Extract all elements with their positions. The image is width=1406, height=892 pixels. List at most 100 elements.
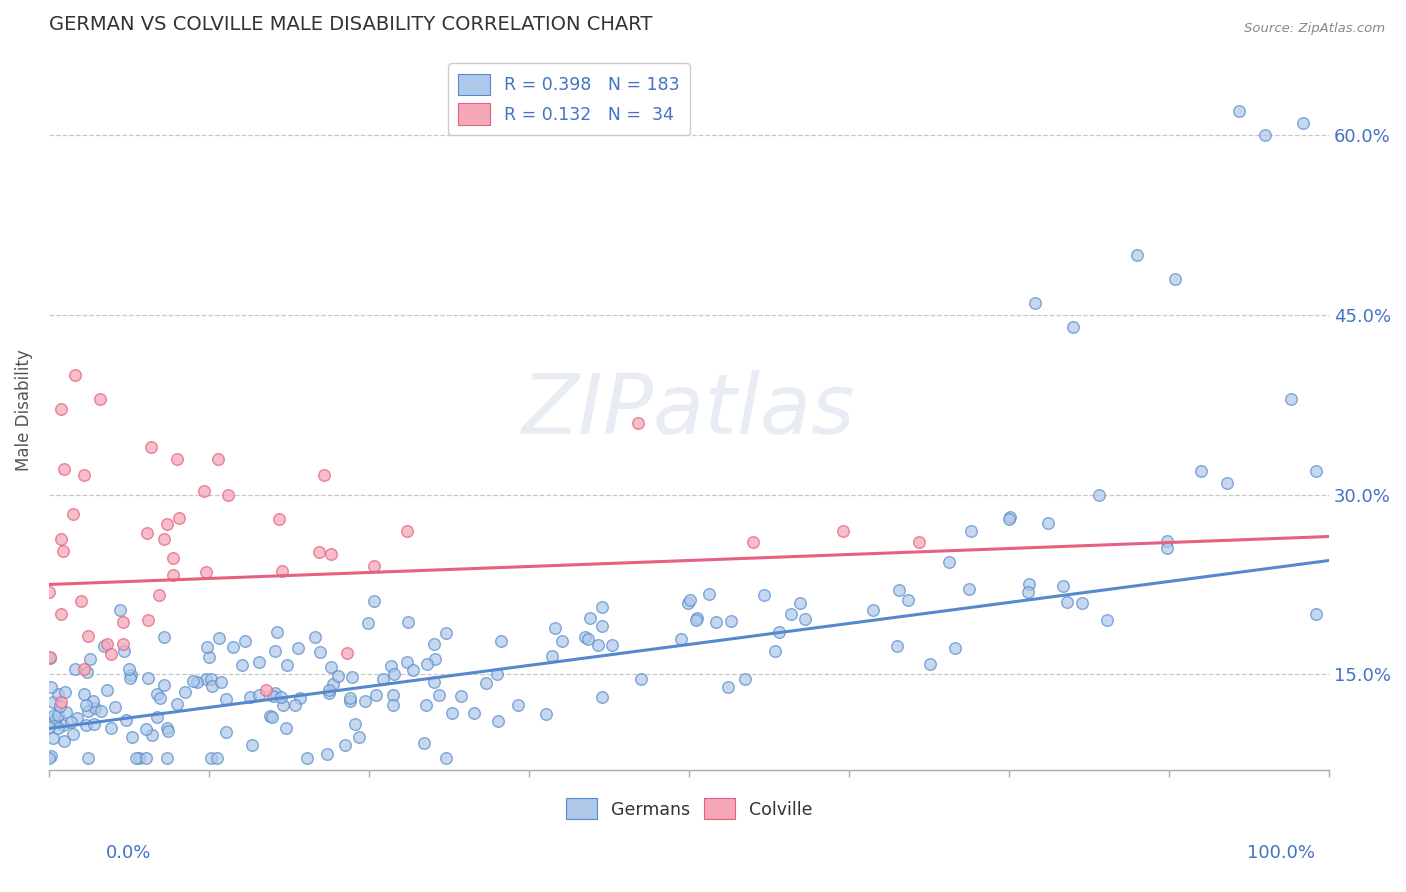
Point bbox=[166, 698, 188, 712]
Text: Source: ZipAtlas.com: Source: ZipAtlas.com bbox=[1244, 22, 1385, 36]
Point bbox=[427, 688, 450, 702]
Point bbox=[263, 644, 285, 658]
Point bbox=[402, 663, 425, 677]
Point bbox=[118, 671, 141, 685]
Point bbox=[270, 690, 292, 704]
Point bbox=[124, 751, 146, 765]
Point bbox=[474, 675, 496, 690]
Point bbox=[544, 621, 567, 635]
Point bbox=[288, 690, 311, 705]
Point bbox=[1095, 613, 1118, 627]
Point bbox=[574, 630, 596, 644]
Point bbox=[42, 731, 65, 745]
Point bbox=[153, 630, 176, 644]
Point bbox=[39, 749, 62, 764]
Point bbox=[506, 698, 529, 712]
Point bbox=[591, 618, 613, 632]
Point bbox=[1056, 595, 1078, 609]
Point bbox=[39, 649, 62, 664]
Point bbox=[262, 710, 284, 724]
Point bbox=[247, 655, 270, 669]
Point bbox=[121, 730, 143, 744]
Point bbox=[697, 587, 720, 601]
Point bbox=[679, 593, 702, 607]
Point bbox=[52, 544, 75, 558]
Point bbox=[1305, 607, 1327, 622]
Point bbox=[763, 644, 786, 658]
Point bbox=[49, 607, 72, 621]
Point bbox=[318, 686, 340, 700]
Point bbox=[141, 728, 163, 742]
Point bbox=[38, 585, 60, 599]
Point bbox=[752, 588, 775, 602]
Y-axis label: Male Disability: Male Disability bbox=[15, 350, 32, 472]
Point bbox=[536, 706, 558, 721]
Point bbox=[136, 613, 159, 627]
Point bbox=[1126, 248, 1149, 262]
Point bbox=[630, 673, 652, 687]
Point bbox=[485, 666, 508, 681]
Point bbox=[413, 736, 436, 750]
Point bbox=[274, 721, 297, 735]
Point bbox=[450, 690, 472, 704]
Point bbox=[284, 698, 307, 713]
Point bbox=[207, 631, 229, 645]
Point bbox=[46, 722, 69, 736]
Point bbox=[669, 632, 692, 647]
Point bbox=[321, 660, 343, 674]
Point bbox=[77, 705, 100, 719]
Point bbox=[201, 679, 224, 693]
Point bbox=[1062, 319, 1084, 334]
Point bbox=[1254, 128, 1277, 142]
Point bbox=[489, 634, 512, 648]
Point bbox=[49, 699, 72, 714]
Point bbox=[93, 640, 115, 654]
Point bbox=[146, 710, 169, 724]
Point bbox=[264, 686, 287, 700]
Point bbox=[42, 695, 65, 709]
Point bbox=[319, 548, 342, 562]
Point bbox=[1229, 103, 1251, 118]
Point bbox=[1052, 579, 1074, 593]
Point bbox=[908, 535, 931, 549]
Point bbox=[77, 751, 100, 765]
Point bbox=[135, 751, 157, 765]
Point bbox=[100, 647, 122, 661]
Point bbox=[141, 440, 163, 454]
Point bbox=[96, 683, 118, 698]
Point bbox=[254, 683, 277, 698]
Point bbox=[342, 670, 364, 684]
Point bbox=[959, 524, 981, 538]
Text: GERMAN VS COLVILLE MALE DISABILITY CORRELATION CHART: GERMAN VS COLVILLE MALE DISABILITY CORRE… bbox=[49, 15, 652, 34]
Point bbox=[152, 532, 174, 546]
Point bbox=[434, 626, 457, 640]
Point bbox=[415, 657, 437, 671]
Point bbox=[46, 707, 69, 722]
Point bbox=[108, 603, 131, 617]
Text: 100.0%: 100.0% bbox=[1247, 844, 1315, 862]
Point bbox=[434, 751, 457, 765]
Point bbox=[1036, 516, 1059, 530]
Point bbox=[70, 594, 93, 608]
Point bbox=[1024, 295, 1046, 310]
Point bbox=[51, 695, 73, 709]
Point bbox=[214, 725, 236, 739]
Point bbox=[381, 689, 404, 703]
Point bbox=[396, 655, 419, 669]
Point bbox=[550, 634, 572, 648]
Point bbox=[49, 401, 72, 416]
Point bbox=[104, 700, 127, 714]
Point bbox=[44, 713, 66, 727]
Point bbox=[73, 688, 96, 702]
Point bbox=[52, 718, 75, 732]
Point bbox=[339, 690, 361, 705]
Point bbox=[918, 657, 941, 672]
Point bbox=[343, 717, 366, 731]
Point bbox=[1017, 584, 1039, 599]
Point bbox=[73, 468, 96, 483]
Point bbox=[886, 639, 908, 653]
Point bbox=[371, 672, 394, 686]
Point bbox=[145, 687, 167, 701]
Point bbox=[153, 678, 176, 692]
Point bbox=[193, 483, 215, 498]
